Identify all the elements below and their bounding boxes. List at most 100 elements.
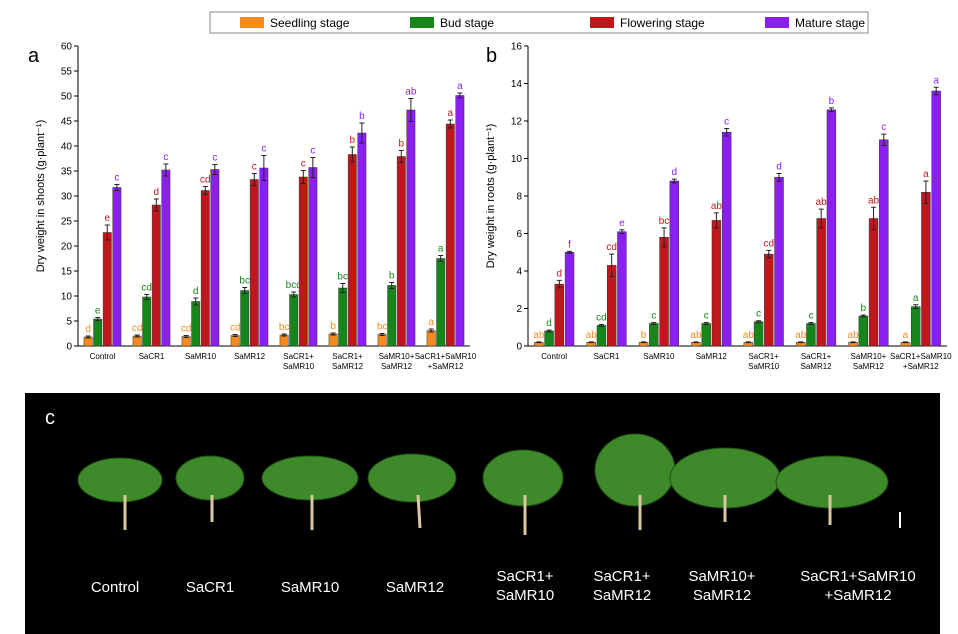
bar bbox=[397, 157, 405, 347]
significance-letter: c bbox=[252, 162, 257, 173]
bar bbox=[290, 295, 298, 347]
y-tick-label: 35 bbox=[61, 167, 73, 178]
y-tick-label: 4 bbox=[516, 267, 522, 278]
bar bbox=[280, 335, 288, 346]
y-tick-label: 10 bbox=[511, 154, 523, 165]
significance-letter: ab bbox=[816, 197, 828, 208]
bar bbox=[555, 284, 564, 346]
bar bbox=[932, 91, 941, 346]
y-axis-label: Dry weight in shoots (g·plant⁻¹) bbox=[35, 120, 47, 273]
bar bbox=[378, 335, 386, 347]
y-tick-label: 8 bbox=[516, 192, 522, 203]
y-tick-label: 0 bbox=[516, 342, 522, 353]
bar bbox=[869, 219, 878, 347]
x-tick-label: SaCR1+SaMR12 bbox=[801, 352, 833, 371]
error-bar bbox=[798, 342, 803, 343]
bar bbox=[211, 170, 219, 347]
y-tick-label: 6 bbox=[516, 229, 522, 240]
y-tick-label: 40 bbox=[61, 142, 73, 153]
bar bbox=[260, 168, 268, 346]
significance-letter: e bbox=[619, 218, 625, 229]
significance-letter: a bbox=[457, 81, 463, 92]
significance-letter: a bbox=[913, 293, 919, 304]
significance-letter: c bbox=[881, 122, 886, 133]
significance-letter: c bbox=[704, 311, 709, 322]
significance-letter: cd bbox=[596, 312, 607, 323]
bar bbox=[427, 331, 435, 347]
bar bbox=[607, 265, 616, 346]
bar bbox=[152, 205, 160, 346]
significance-letter: cd bbox=[132, 323, 143, 334]
significance-letter: cd bbox=[200, 175, 211, 186]
significance-letter: cd bbox=[230, 323, 241, 334]
significance-letter: b bbox=[861, 303, 867, 314]
bar bbox=[231, 336, 239, 347]
bar bbox=[817, 219, 826, 347]
x-tick-label: SaCR1+SaMR10 bbox=[283, 352, 315, 371]
bar bbox=[827, 110, 836, 346]
significance-letter: bc bbox=[239, 276, 250, 287]
bar bbox=[192, 302, 200, 347]
y-tick-label: 16 bbox=[511, 42, 523, 53]
significance-letter: ab bbox=[868, 195, 880, 206]
photo-label: SaMR10 bbox=[281, 579, 339, 596]
bar bbox=[241, 291, 249, 347]
significance-letter: cd bbox=[606, 242, 617, 253]
y-tick-label: 14 bbox=[511, 79, 523, 90]
photo-panel bbox=[25, 393, 940, 634]
bar bbox=[597, 325, 606, 346]
significance-letter: c bbox=[163, 152, 168, 163]
panel-label: c bbox=[45, 407, 55, 429]
significance-letter: b bbox=[399, 139, 405, 150]
significance-letter: bc bbox=[377, 322, 388, 333]
x-tick-label: SaMR10 bbox=[643, 352, 675, 361]
bar bbox=[806, 324, 815, 347]
error-bar bbox=[536, 342, 541, 343]
significance-letter: a bbox=[438, 244, 444, 255]
significance-letter: ab bbox=[743, 330, 755, 341]
x-tick-label: SaMR12 bbox=[234, 352, 266, 361]
bar bbox=[446, 124, 454, 346]
x-tick-label: SaMR10 bbox=[185, 352, 217, 361]
significance-letter: bc bbox=[337, 272, 348, 283]
significance-letter: ab bbox=[711, 201, 723, 212]
bar bbox=[565, 252, 574, 346]
bar bbox=[859, 316, 868, 346]
bar bbox=[617, 232, 626, 346]
bar bbox=[201, 191, 209, 347]
significance-letter: bc bbox=[659, 216, 670, 227]
bar bbox=[754, 322, 763, 346]
y-tick-label: 50 bbox=[61, 92, 73, 103]
bar bbox=[162, 170, 170, 346]
significance-letter: c bbox=[114, 173, 119, 184]
significance-letter: cd bbox=[141, 283, 152, 294]
significance-letter: c bbox=[212, 153, 217, 164]
bar bbox=[299, 177, 307, 346]
y-tick-label: 30 bbox=[61, 192, 73, 203]
bar bbox=[545, 331, 554, 346]
significance-letter: ab bbox=[690, 330, 702, 341]
significance-letter: a bbox=[428, 317, 434, 328]
significance-letter: b bbox=[389, 271, 395, 282]
y-axis-label: Dry weight in roots (g·plant⁻¹) bbox=[485, 124, 497, 269]
significance-letter: f bbox=[568, 239, 571, 250]
legend-swatch bbox=[590, 17, 614, 28]
x-tick-label: Control bbox=[90, 352, 116, 361]
x-tick-label: SaMR10+SaMR12 bbox=[851, 352, 887, 371]
y-tick-label: 15 bbox=[61, 267, 73, 278]
legend-label: Bud stage bbox=[440, 16, 494, 30]
bar bbox=[437, 259, 445, 347]
significance-letter: d bbox=[193, 286, 199, 297]
significance-letter: d bbox=[672, 167, 678, 178]
bar bbox=[660, 237, 669, 346]
error-bar bbox=[589, 342, 594, 343]
bar bbox=[775, 177, 784, 346]
x-tick-label: SaMR10+SaMR12 bbox=[379, 352, 415, 371]
significance-letter: a bbox=[923, 169, 929, 180]
bar bbox=[670, 181, 679, 346]
x-tick-label: SaCR1+SaMR12 bbox=[332, 352, 364, 371]
bar bbox=[764, 254, 773, 346]
x-tick-label: SaCR1+SaMR10+SaMR12 bbox=[890, 352, 952, 371]
error-bar bbox=[746, 342, 751, 343]
significance-letter: ab bbox=[848, 330, 860, 341]
